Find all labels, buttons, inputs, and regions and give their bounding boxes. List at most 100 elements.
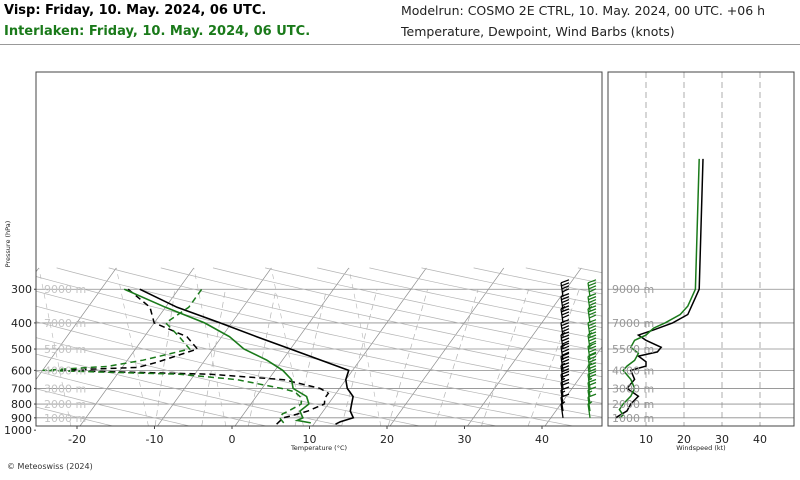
moist-adiabat-line: [201, 289, 226, 426]
pressure-tick-label: 700: [11, 382, 32, 395]
wind-barb-flag: [561, 373, 570, 379]
windspeed-altitude-label: 7000 m: [612, 317, 654, 330]
series-interlaken-temperature: [123, 288, 311, 424]
header-divider: [0, 44, 800, 45]
wind-barb-flag: [587, 352, 597, 357]
pressure-tick-label: 1000: [4, 424, 32, 437]
dry-adiabat-line: [36, 370, 268, 426]
wind-barb-flag: [561, 368, 570, 373]
series-visp-temperature: [139, 288, 355, 425]
wind-barb-flag: [588, 295, 597, 301]
wind-barb-flag: [588, 368, 597, 373]
wind-barb-flag: [589, 288, 597, 293]
wind-barb-flag: [561, 337, 570, 342]
wind-barb-flag: [561, 358, 570, 363]
series-interlaken-dewpoint: [42, 288, 303, 424]
wind-barb-flag: [562, 288, 570, 293]
wind-barb-flag: [562, 328, 570, 333]
wind-barb-flag: [560, 342, 570, 347]
dry-adiabat-line: [56, 267, 602, 391]
dry-adiabat-line: [108, 267, 602, 378]
series-interlaken-wind-speed: [618, 158, 700, 419]
wind-barb-flag: [587, 386, 597, 391]
mixing-ratio-line: [348, 267, 382, 426]
wind-barb-flag: [588, 325, 597, 330]
wind-barb-staff: [587, 308, 591, 324]
model-run-label: Modelrun: COSMO 2E CTRL, 10. May. 2024, …: [401, 3, 766, 18]
wind-barb: [587, 370, 597, 389]
altitude-label: 1000 m: [44, 412, 86, 425]
pressure-tick-label: 600: [11, 364, 32, 377]
windspeed-tick-label: 10: [639, 433, 653, 446]
windspeed-tick-label: 30: [715, 433, 729, 446]
windspeed-altitude-label: 9000 m: [612, 283, 654, 296]
wind-barb-flag: [587, 342, 597, 347]
wind-barb-flag: [561, 381, 570, 387]
wind-barb-flag: [588, 345, 597, 350]
wind-barb: [587, 279, 597, 297]
wind-barb-half-flag: [560, 401, 566, 405]
wind-barb-flag: [588, 355, 597, 360]
station-visp-title: Visp: Friday, 10. May. 2024, 06 UTC.: [4, 3, 267, 18]
windspeed-altitude-label: 4000 m: [612, 364, 654, 377]
wind-barb-flag: [561, 285, 570, 290]
altitude-label: 5500 m: [44, 343, 86, 356]
wind-barb-half-flag: [560, 377, 566, 381]
y-axis-title: Pressure (hPa): [4, 221, 12, 268]
wind-barb-flag: [587, 362, 597, 367]
altitude-label: 3000 m: [44, 382, 86, 395]
wind-barb-flag: [562, 301, 570, 307]
wind-barb-flag: [561, 348, 570, 353]
wind-barb-flag: [560, 279, 570, 284]
moist-adiabat-line: [434, 289, 479, 426]
dry-adiabat-line: [36, 305, 575, 426]
windspeed-altitude-label: 5500 m: [612, 343, 654, 356]
wind-barb-staff: [587, 397, 591, 412]
windspeed-series: [615, 158, 704, 419]
dry-adiabat-line: [36, 337, 422, 426]
moist-adiabat-line: [154, 289, 176, 426]
isotherm-line: [36, 267, 117, 381]
isotherm-line: [693, 268, 800, 436]
wind-barb-flag: [561, 298, 570, 304]
wind-barb-flag: [588, 298, 597, 304]
dry-adiabat-line: [36, 406, 115, 426]
dry-adiabat-line: [212, 267, 602, 352]
dry-adiabat-line: [36, 321, 499, 426]
wind-barb-flag: [561, 311, 570, 316]
temperature-tick-label: 20: [380, 433, 394, 446]
wind-barb: [587, 393, 597, 412]
wind-barb-flag: [560, 331, 570, 336]
wind-barb-flag: [587, 370, 597, 376]
dry-adiabat-line: [36, 353, 345, 426]
series-visp-dewpoint: [57, 288, 330, 425]
wind-barb-flag: [588, 282, 597, 287]
wind-barb-staff: [560, 397, 564, 412]
wind-barb: [560, 370, 570, 389]
wind-barb: [587, 401, 593, 418]
windspeed-border: [607, 71, 795, 427]
wind-barb-flag: [561, 282, 570, 287]
wind-barb-flag: [588, 381, 597, 387]
wind-barb: [560, 279, 570, 297]
windspeed-tick-label: 20: [677, 433, 691, 446]
station-interlaken-title: Interlaken: Friday, 10. May. 2024, 06 UT…: [4, 24, 311, 39]
wind-barb-staff: [560, 403, 564, 418]
isotherm-line: [157, 267, 272, 426]
wind-barb-flag: [588, 308, 597, 313]
wind-barb-half-flag: [587, 377, 593, 381]
wind-barb-flag: [587, 331, 597, 336]
wind-barb: [587, 342, 597, 361]
dry-adiabat-line: [369, 267, 602, 317]
moist-adiabat-line: [387, 289, 428, 426]
wind-barb-flag: [560, 386, 570, 391]
moist-adiabat-line: [481, 289, 530, 426]
wind-barb-staff: [560, 308, 564, 324]
pressure-tick-label: 500: [11, 343, 32, 356]
dry-adiabat-line: [36, 276, 602, 404]
wind-barb-flag: [560, 319, 570, 324]
temperature-tick-label: 30: [458, 433, 472, 446]
mixing-ratio-line: [193, 267, 227, 426]
